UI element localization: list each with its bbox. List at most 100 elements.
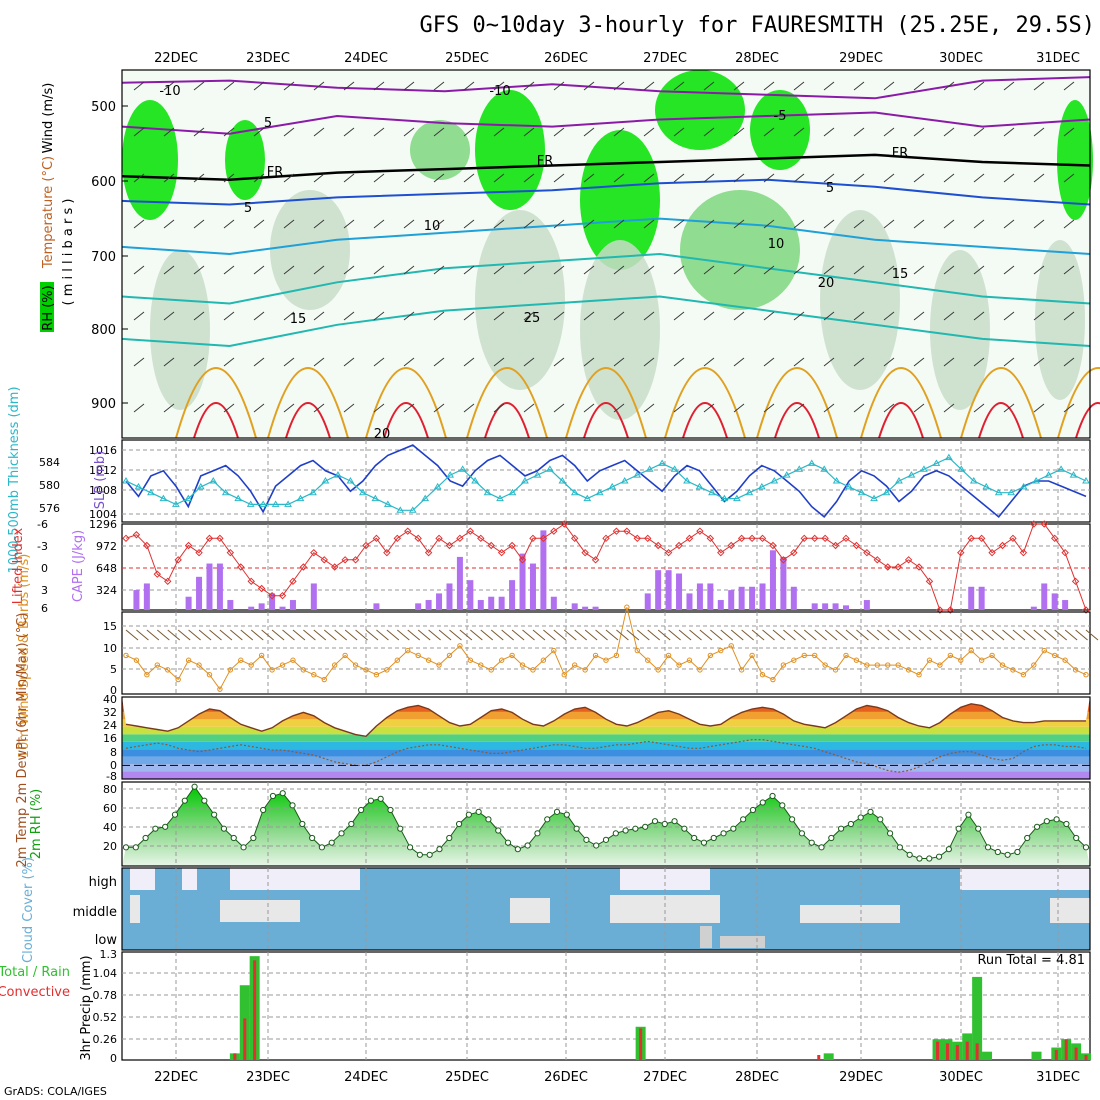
pressure-tick: 900: [91, 397, 116, 412]
wind-barb: [343, 357, 355, 367]
wind-barb: [511, 629, 525, 641]
x-tick-top: 27DEC: [643, 51, 687, 66]
wind-barb: [584, 629, 598, 641]
cape-bar: [1030, 606, 1037, 610]
rh-marker: [877, 816, 884, 823]
rh-marker: [367, 797, 374, 804]
li-tick: -6: [37, 518, 48, 531]
rh-marker: [1014, 848, 1021, 856]
thickness-marker: [321, 477, 330, 484]
wind-barb: [313, 219, 325, 229]
wind-barb: [1063, 127, 1075, 137]
thickness-marker: [284, 500, 292, 507]
wind-barb: [343, 403, 355, 413]
wind-barb: [913, 311, 925, 321]
wind-barb: [193, 173, 205, 183]
thickness-marker: [944, 453, 953, 461]
contour-label: 5: [826, 181, 834, 196]
panel-frame: [121, 69, 1091, 439]
wind-barb: [230, 629, 243, 641]
li-marker: [1061, 548, 1069, 557]
wind-barb: [403, 265, 415, 275]
rh-marker: [553, 808, 561, 815]
wind-barb: [853, 311, 865, 321]
li-marker: [831, 541, 840, 550]
cape-bar: [310, 583, 317, 610]
thickness-marker: [595, 488, 604, 496]
wind-barb: [733, 265, 745, 275]
wind-barb: [313, 629, 327, 641]
wind-barb: [1003, 81, 1015, 91]
li-marker: [842, 534, 850, 543]
cape-bar: [780, 556, 787, 610]
rh-marker: [808, 839, 815, 846]
wind-barb: [733, 311, 745, 321]
rh-marker: [269, 792, 277, 800]
thickness-marker: [396, 506, 405, 513]
wind-barb: [553, 81, 565, 91]
contour-label: FR: [892, 146, 909, 161]
wind-barb: [673, 403, 685, 413]
wind-speed-marker: [227, 667, 234, 673]
wind-barb: [193, 311, 205, 321]
wind-barb: [373, 219, 385, 229]
wind-barb: [973, 311, 985, 321]
wind-barb: [433, 173, 445, 183]
li-marker: [1071, 577, 1080, 586]
thickness-marker: [259, 500, 268, 507]
wind-barb: [493, 127, 505, 137]
wind-barb: [177, 629, 191, 641]
wind-barb: [613, 311, 625, 321]
wind-speed-marker: [1020, 672, 1027, 678]
wind-barb: [853, 81, 865, 91]
thickness-marker: [184, 494, 193, 502]
pressure-axis-label: ( m i l l i b a r s ): [61, 199, 76, 306]
wind-barb: [918, 629, 932, 641]
li-marker: [1040, 520, 1048, 528]
cape-bar: [289, 600, 296, 610]
li-marker: [633, 534, 642, 543]
wind-barb: [1003, 403, 1015, 413]
rh-region: [1035, 240, 1085, 400]
wind-barb: [343, 265, 355, 275]
li-marker: [800, 534, 808, 543]
hot-isotherm: [383, 402, 429, 439]
wind-barb: [643, 173, 655, 183]
slp-tick: 1004: [89, 508, 117, 521]
wind-barb: [751, 629, 765, 641]
wind-speed-marker: [196, 662, 202, 668]
cloud-gap: [1050, 898, 1090, 923]
cape-bar: [227, 600, 234, 610]
rh-axis-label: 2m RH (%): [29, 789, 44, 860]
wind-barb: [793, 403, 805, 413]
wind-barb: [703, 219, 715, 229]
wind-barb: [673, 265, 685, 275]
wind-barb: [343, 219, 355, 229]
li-marker: [1082, 606, 1090, 614]
li-marker: [257, 584, 266, 593]
rh-marker: [436, 846, 443, 853]
cape-bar: [185, 596, 192, 610]
wind-barb: [1033, 403, 1045, 413]
precip-tick: 1.04: [93, 967, 118, 980]
li-marker: [143, 541, 151, 550]
wind-barb: [433, 219, 445, 229]
li-marker: [654, 541, 662, 550]
cape-tick: 972: [96, 540, 117, 553]
wind-speed-marker: [905, 667, 912, 673]
rh-marker: [975, 825, 982, 832]
rh-marker: [514, 846, 521, 853]
wind-speed-marker: [811, 652, 818, 659]
li-marker: [518, 556, 527, 564]
thickness-marker: [907, 471, 916, 478]
wind-barb: [553, 127, 565, 137]
wind-barb: [523, 265, 535, 275]
wind-barb: [136, 629, 149, 641]
wind-barb: [643, 403, 655, 413]
wind-speed-marker: [822, 662, 828, 668]
wind-speed-marker: [258, 652, 265, 659]
wind-barb: [1033, 127, 1045, 137]
cape-axis-label: CAPE (J/kg): [71, 530, 86, 602]
li-marker: [925, 577, 934, 586]
li-marker: [696, 527, 704, 535]
